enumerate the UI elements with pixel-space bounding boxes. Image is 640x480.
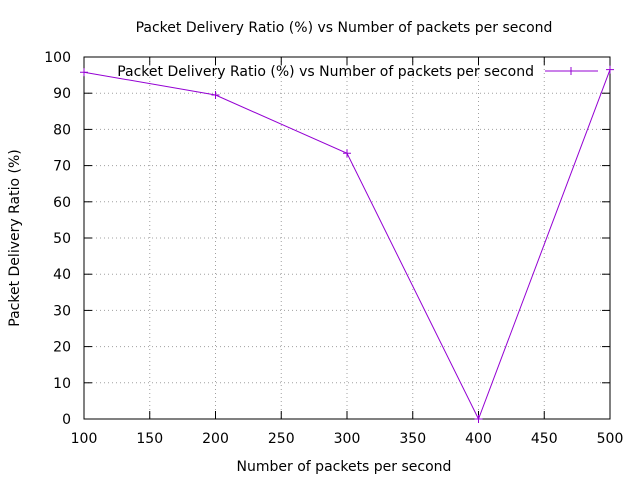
x-tick-label: 100 [71, 431, 98, 447]
plot-frame [83, 56, 611, 420]
x-tick-label: 350 [399, 431, 426, 447]
x-tick-label: 400 [465, 431, 492, 447]
y-tick-labels: 0 10 20 30 40 50 60 70 80 90 100 [44, 50, 71, 428]
y-tick-label: 70 [53, 159, 71, 175]
chart-title: Packet Delivery Ratio (%) vs Number of p… [136, 20, 553, 36]
data-point [606, 65, 614, 74]
y-axis-title: Packet Delivery Ratio (%) [7, 149, 23, 326]
legend-marker [567, 67, 575, 75]
data-point [211, 91, 220, 100]
y-tick-label: 80 [53, 122, 71, 138]
x-tick-label: 250 [268, 431, 295, 447]
series-layer [80, 65, 614, 423]
y-tick-label: 30 [53, 303, 71, 319]
legend-label: Packet Delivery Ratio (%) vs Number of p… [117, 64, 534, 80]
x-tick-label: 150 [136, 431, 163, 447]
data-point [343, 149, 351, 158]
x-tick-label: 500 [597, 431, 624, 447]
x-tick-label: 300 [334, 431, 361, 447]
x-axis-title: Number of packets per second [237, 459, 452, 475]
legend: Packet Delivery Ratio (%) vs Number of p… [117, 64, 598, 80]
grid [84, 57, 610, 419]
y-tick-label: 40 [53, 267, 71, 283]
data-point [80, 68, 88, 77]
x-tick-label: 450 [531, 431, 558, 447]
y-tick-label: 100 [44, 50, 71, 66]
series-line [83, 69, 611, 421]
y-tick-label: 10 [53, 376, 71, 392]
y-tick-label: 90 [53, 86, 71, 102]
x-tick-label: 200 [202, 431, 229, 447]
y-tick-label: 60 [53, 195, 71, 211]
y-tick-label: 20 [53, 340, 71, 356]
x-tick-labels: 100 150 200 250 300 350 400 450 500 [71, 431, 624, 447]
y-tick-label: 50 [53, 231, 71, 247]
y-tick-label: 0 [62, 412, 71, 428]
data-point [474, 415, 483, 423]
